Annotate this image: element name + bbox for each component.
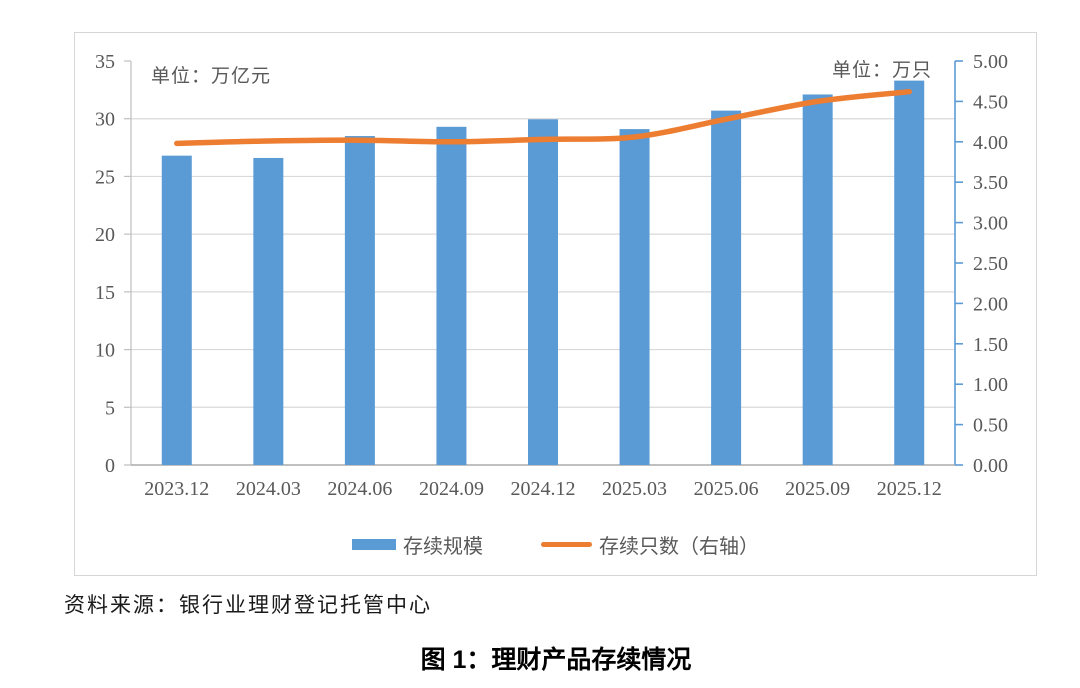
left-axis-tick-label: 5 [105, 397, 115, 419]
right-axis-tick-label: 5.00 [973, 51, 1008, 73]
left-axis-tick-label: 25 [95, 166, 115, 188]
legend-item-bar-series: 存续规模 [352, 530, 483, 559]
left-axis-tick-label: 15 [95, 282, 115, 304]
chart-canvas: 0 5 10 15 20 25 30 35 0.00 0.50 1.00 1.50 2.00 2.50 3.… [95, 51, 1008, 500]
bar [253, 157, 284, 465]
right-axis-tick-label: 4.00 [973, 132, 1008, 154]
bar [528, 119, 558, 465]
line-series-label: 存续只数（右轴） [599, 536, 759, 558]
left-axis-tick-label: 20 [95, 224, 115, 246]
left-axis-tick-label: 35 [95, 51, 115, 73]
legend-item-line-series: 存续只数（右轴） [541, 530, 759, 559]
right-axis-tick-label: 0.50 [973, 415, 1008, 437]
chart-figure: 0 5 10 15 20 25 30 35 0.00 0.50 1.00 1.50 2.00 2.50 3.… [74, 32, 1037, 576]
left-axis-tick-label: 30 [95, 109, 115, 131]
right-axis-unit-label: 单位：万只 [831, 60, 932, 81]
bar [161, 155, 192, 465]
data-source-text: 资料来源：银行业理财登记托管中心 [64, 593, 432, 617]
x-axis-label: 2024.09 [419, 478, 484, 500]
x-axis-label: 2025.03 [602, 478, 667, 500]
bar [711, 110, 742, 466]
x-axis-label: 2025.12 [877, 478, 942, 500]
bar [894, 80, 925, 465]
line-series-swatch [541, 542, 592, 547]
right-axis-tick-label: 4.50 [973, 91, 1008, 113]
x-axis-label: 2024.12 [511, 478, 576, 500]
bar-series-label: 存续规模 [403, 536, 483, 558]
chart-legend: 存续规模 存续只数（右轴） [75, 530, 1036, 559]
x-axis-label: 2025.09 [785, 478, 850, 500]
bar [802, 94, 833, 465]
right-axis-tick-label: 3.00 [973, 213, 1008, 235]
figure-caption: 图 1：理财产品存续情况 [420, 646, 692, 674]
right-axis-tick-label: 2.00 [973, 293, 1008, 315]
left-axis-unit-label: 单位：万亿元 [151, 66, 272, 87]
bar [344, 136, 375, 465]
left-axis-tick-label: 0 [105, 455, 115, 477]
bar [436, 126, 467, 466]
right-axis-tick-label: 2.50 [973, 253, 1008, 275]
x-axis-label: 2023.12 [144, 478, 209, 500]
bar-series-swatch [352, 539, 396, 550]
x-axis-label: 2024.03 [236, 478, 301, 500]
trend-line [174, 88, 912, 147]
x-axis-label: 2025.06 [694, 478, 759, 500]
x-axis-label: 2024.06 [327, 478, 392, 500]
right-axis-tick-label: 1.50 [973, 334, 1008, 356]
right-axis-tick-label: 0.00 [973, 455, 1008, 477]
right-axis-tick-label: 1.00 [973, 374, 1008, 396]
left-axis-tick-label: 10 [95, 340, 115, 362]
right-axis-tick-label: 3.50 [973, 172, 1008, 194]
bar [619, 129, 650, 466]
